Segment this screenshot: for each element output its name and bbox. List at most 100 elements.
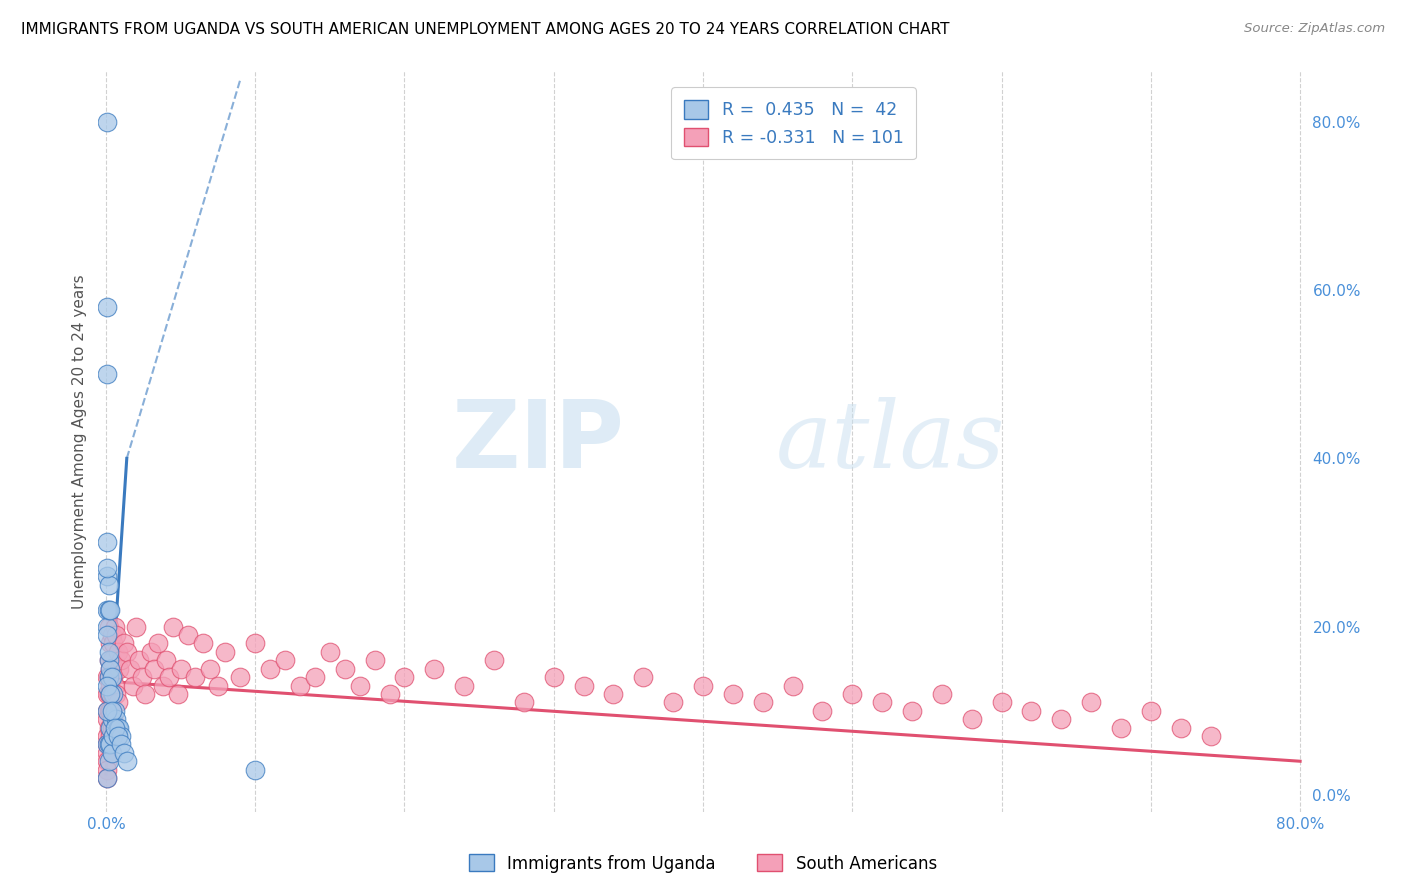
Point <box>751 695 773 709</box>
Point <box>1080 695 1102 709</box>
Point <box>811 704 834 718</box>
Point <box>96 300 118 314</box>
Point <box>103 729 125 743</box>
Point <box>103 712 125 726</box>
Point <box>101 712 124 726</box>
Point <box>96 738 118 752</box>
Point <box>363 653 385 667</box>
Point <box>259 662 281 676</box>
Point <box>394 670 416 684</box>
Point <box>103 636 125 650</box>
Point <box>97 577 120 591</box>
Point <box>901 704 924 718</box>
Point <box>1021 704 1043 718</box>
Y-axis label: Unemployment Among Ages 20 to 24 years: Unemployment Among Ages 20 to 24 years <box>72 274 87 609</box>
Point <box>97 670 120 684</box>
Point <box>162 619 184 633</box>
Point <box>96 619 118 633</box>
Point <box>169 662 191 676</box>
Point <box>96 771 118 785</box>
Point <box>931 687 953 701</box>
Point <box>103 687 125 701</box>
Point <box>101 670 124 684</box>
Point <box>98 679 121 693</box>
Point <box>319 645 342 659</box>
Point <box>96 754 118 768</box>
Point <box>378 687 401 701</box>
Text: atlas: atlas <box>776 397 1005 486</box>
Point <box>146 636 169 650</box>
Point <box>1170 721 1192 735</box>
Point <box>104 721 127 735</box>
Point <box>288 679 311 693</box>
Point <box>115 754 138 768</box>
Point <box>191 636 214 650</box>
Point <box>101 628 124 642</box>
Point <box>97 754 120 768</box>
Point <box>96 115 118 129</box>
Point <box>96 670 118 684</box>
Legend: Immigrants from Uganda, South Americans: Immigrants from Uganda, South Americans <box>463 847 943 880</box>
Point <box>482 653 505 667</box>
Point <box>128 653 150 667</box>
Point <box>103 670 125 684</box>
Point <box>166 687 188 701</box>
Point <box>96 560 118 574</box>
Point <box>97 670 120 684</box>
Point <box>97 619 120 633</box>
Point <box>142 662 165 676</box>
Point <box>97 603 120 617</box>
Point <box>96 704 118 718</box>
Point <box>229 670 252 684</box>
Point <box>105 628 128 642</box>
Point <box>207 679 229 693</box>
Point <box>423 662 446 676</box>
Point <box>662 695 685 709</box>
Point <box>177 628 200 642</box>
Point <box>98 662 121 676</box>
Point <box>96 687 118 701</box>
Point <box>96 535 118 549</box>
Point <box>96 763 118 777</box>
Point <box>107 721 129 735</box>
Point <box>98 687 121 701</box>
Point <box>157 670 180 684</box>
Point <box>131 670 153 684</box>
Point <box>105 712 128 726</box>
Point <box>990 695 1012 709</box>
Point <box>96 628 118 642</box>
Point <box>108 662 131 676</box>
Text: ZIP: ZIP <box>451 395 624 488</box>
Point <box>96 771 118 785</box>
Point <box>97 653 120 667</box>
Point <box>200 662 222 676</box>
Point <box>960 712 983 726</box>
Text: Source: ZipAtlas.com: Source: ZipAtlas.com <box>1244 22 1385 36</box>
Point <box>98 738 121 752</box>
Point <box>96 569 118 583</box>
Point <box>96 746 118 760</box>
Point <box>274 653 297 667</box>
Point <box>453 679 475 693</box>
Point <box>101 721 124 735</box>
Point <box>692 679 714 693</box>
Point <box>107 695 129 709</box>
Point <box>134 687 156 701</box>
Point <box>96 704 118 718</box>
Point <box>96 679 118 693</box>
Point <box>333 662 356 676</box>
Point <box>97 738 120 752</box>
Point <box>1109 721 1132 735</box>
Text: IMMIGRANTS FROM UGANDA VS SOUTH AMERICAN UNEMPLOYMENT AMONG AGES 20 TO 24 YEARS : IMMIGRANTS FROM UGANDA VS SOUTH AMERICAN… <box>21 22 949 37</box>
Point <box>125 619 148 633</box>
Point <box>98 729 121 743</box>
Point <box>1050 712 1073 726</box>
Point <box>870 695 893 709</box>
Point <box>152 679 174 693</box>
Point <box>104 619 127 633</box>
Point <box>104 704 127 718</box>
Point <box>98 704 121 718</box>
Point <box>98 636 121 650</box>
Point <box>112 746 135 760</box>
Point <box>107 729 129 743</box>
